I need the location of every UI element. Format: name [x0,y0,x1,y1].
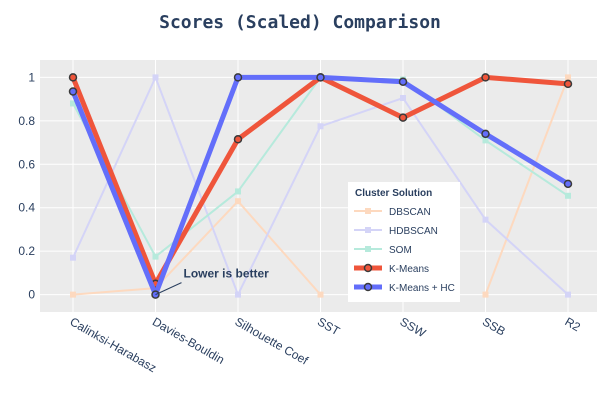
y-tick-label: 0.2 [18,244,35,258]
data-point[interactable] [482,137,489,144]
data-point[interactable] [317,291,324,298]
y-axis-ticks: 0 0.2 0.4 0.6 0.8 1 [18,70,35,301]
annotation-text: Lower is better [184,267,270,281]
data-point[interactable] [398,77,408,86]
y-tick-label: 0.4 [18,201,35,215]
series-line [484,76,569,296]
legend-marker [365,208,371,214]
y-tick-label: 0.8 [18,114,35,128]
legend-label: K-Means + HC [389,283,455,294]
data-point[interactable] [68,73,78,82]
plot-background [40,60,597,312]
data-point[interactable] [70,291,76,298]
x-tick-label: SSB [480,314,508,338]
x-tick-label: Silhouette Coef [233,314,312,367]
data-point[interactable] [235,198,241,205]
data-point[interactable] [233,135,243,144]
legend-item-k-means[interactable]: K-Means [354,263,429,275]
y-tick-label: 1 [28,70,35,84]
x-tick-label: Davies-Bouldin [150,314,227,366]
legend-label: DBSCAN [389,207,431,218]
x-tick-label: SSW [398,314,429,340]
data-point[interactable] [400,95,406,102]
data-point[interactable] [565,192,571,199]
data-point[interactable] [68,87,78,96]
data-point[interactable] [317,123,324,130]
data-point[interactable] [70,100,76,107]
legend-item-dbscan[interactable]: DBSCAN [354,207,431,218]
data-point[interactable] [316,73,325,82]
data-point[interactable] [565,291,571,298]
series-hdbscan[interactable] [70,74,571,298]
data-point[interactable] [235,291,241,298]
legend-background [348,182,460,302]
data-point[interactable] [235,188,241,195]
series-dbscan[interactable] [70,74,571,298]
data-point[interactable] [152,74,159,81]
data-point[interactable] [152,253,159,260]
x-tick-label: SST [315,314,343,338]
legend-label: SOM [389,245,412,256]
legend-item-k-means-hc[interactable]: K-Means + HC [354,282,455,294]
legend-label: K-Means [389,264,429,275]
legend-marker [365,227,371,233]
y-tick-label: 0.6 [18,157,35,171]
legend[interactable]: Cluster Solution DBSCAN HDBSCAN SOM K-Means… [348,182,460,302]
annotation-arrow [155,282,182,296]
data-point[interactable] [563,179,573,189]
series-line [72,200,322,296]
legend-title: Cluster Solution [355,188,432,199]
legend-marker [363,263,373,273]
data-point[interactable] [481,73,490,82]
chart-title: Scores (Scaled) Comparison [159,12,441,33]
data-point[interactable] [233,73,243,82]
y-tick-label: 0 [28,288,35,302]
data-point[interactable] [481,129,490,139]
data-point[interactable] [482,291,489,298]
data-point[interactable] [70,254,76,261]
data-point[interactable] [565,74,571,81]
legend-marker [365,246,371,252]
data-point[interactable] [398,113,408,122]
data-point[interactable] [563,79,573,89]
annotation-layer: Lower is better [155,267,270,296]
data-point[interactable] [482,216,489,223]
x-tick-label: R2 [563,314,584,334]
legend-label: HDBSCAN [389,226,438,237]
legend-item-som[interactable]: SOM [354,245,412,256]
x-tick-label: Calinksi-Harabasz [68,314,159,375]
legend-item-hdbscan[interactable]: HDBSCAN [354,226,438,237]
legend-marker [363,282,373,292]
